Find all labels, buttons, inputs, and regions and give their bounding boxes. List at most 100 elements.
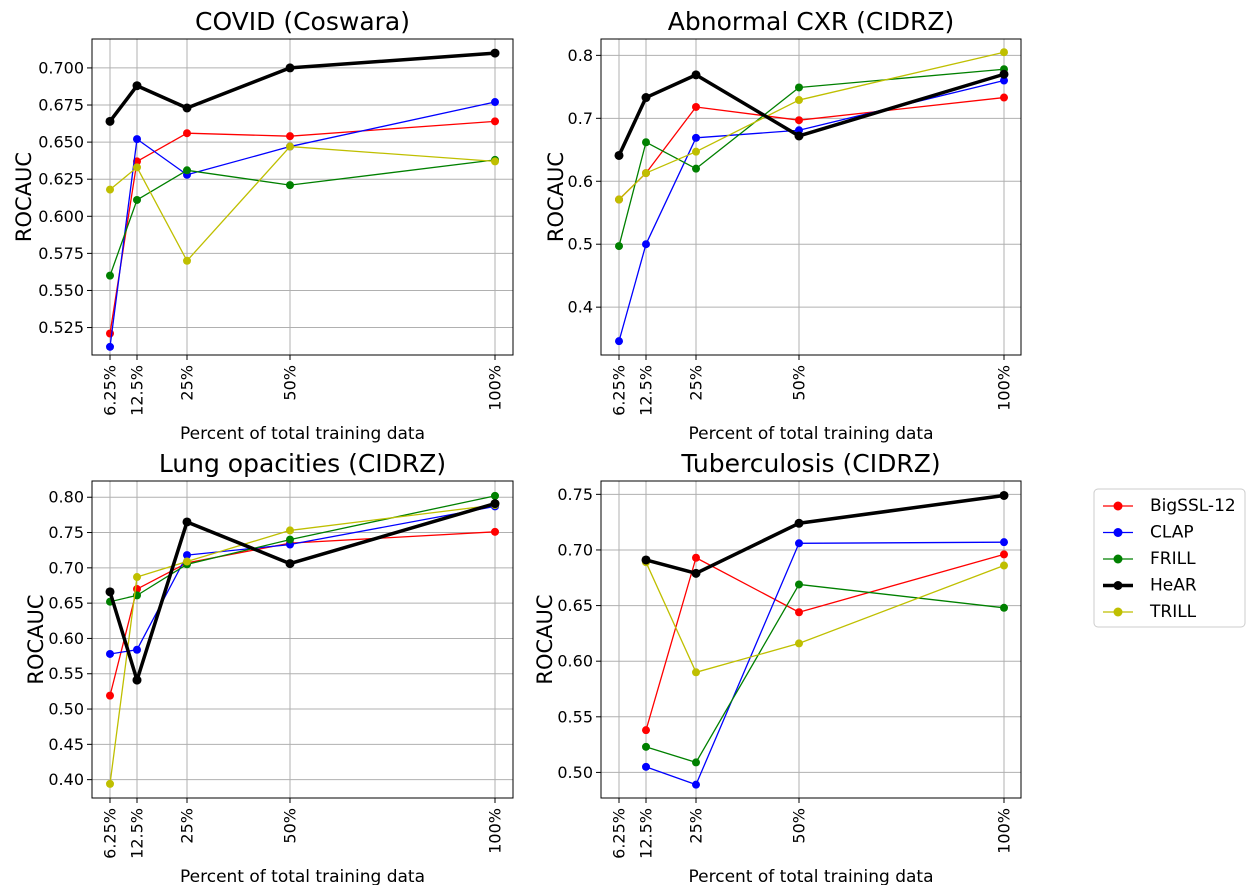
y-tick-label: 0.80 [48,488,84,507]
data-point [106,342,114,351]
data-point [692,780,700,789]
y-tick-label: 0.50 [557,763,593,782]
data-point [183,129,191,138]
data-point [794,131,804,141]
y-tick-label: 0.8 [568,46,593,65]
data-point [999,69,1009,79]
data-point [491,117,499,126]
chart-panel: 6.25% 12.5% 25% 50% 100% 0.4 0.5 0.6 0.7 0.8 Abnor… [544,7,1022,444]
legend-label: CLAP [1150,523,1194,543]
x-axis-label: Percent of total training data [689,424,934,444]
x-axis-label: Percent of total training data [689,867,934,885]
x-tick-label: 50% [281,808,300,844]
series-line [109,531,496,696]
x-tick-label: 25% [178,808,197,844]
series-trill [642,558,1008,677]
chart-panels: 6.25% 12.5% 25% 50% 100%0.5250.5500.5750.600… [12,7,1022,885]
data-point [133,645,141,654]
legend-swatch-marker [1113,501,1123,511]
data-point [183,166,191,175]
legend-item-frill: FRILL [1103,549,1196,569]
y-axis-label: ROCAUC [12,152,36,242]
data-point [614,150,624,160]
y-tick-label: 0.7 [568,109,593,128]
data-point [106,779,114,788]
y-axis-label: ROCAUC [533,594,557,684]
axes-frame [91,480,514,799]
data-point [795,83,803,92]
legend-item-hear: HeAR [1103,576,1197,596]
x-tick-label: 50% [281,365,300,401]
data-point [1000,538,1008,547]
y-tick-label: 0.525 [38,318,84,337]
x-tick-label: 100% [995,365,1014,411]
data-point [692,147,700,156]
data-point [183,256,191,265]
y-tick-label: 0.550 [38,281,84,300]
legend-frame [1093,488,1246,628]
data-point [285,559,295,569]
data-point [490,48,500,58]
legend-label: FRILL [1150,549,1196,569]
y-tick-label: 0.65 [48,594,84,613]
data-point [692,164,700,173]
y-tick-label: 0.70 [557,540,593,559]
data-point [692,758,700,767]
y-tick-label: 0.55 [557,707,593,726]
x-tick-label: 12.5% [637,808,656,859]
data-point [1000,48,1008,57]
y-tick-label: 0.675 [38,96,84,115]
y-tick-label: 0.75 [48,523,84,542]
x-tick-label: 6.25% [101,365,120,416]
data-point [286,535,294,544]
data-point [642,762,650,771]
series-clap [642,538,1008,789]
data-point [795,608,803,617]
x-tick-label: 50% [790,808,809,844]
legend: BigSSL-12 CLAP FRILL HeAR TRILL [1093,488,1246,628]
legend-label: BigSSL-12 [1150,496,1236,516]
series-line [645,541,1005,786]
legend-label: TRILL [1149,602,1197,622]
series-line [618,79,1005,342]
x-tick-label: 100% [486,808,505,854]
series-bigssl-12 [642,550,1008,735]
series-line [618,96,1005,200]
data-point [795,96,803,105]
y-tick-label: 0.70 [48,558,84,577]
series-frill [615,65,1008,251]
data-point [692,133,700,142]
data-point [133,163,141,172]
data-point [999,490,1009,500]
x-tick-label: 6.25% [610,808,629,859]
data-point [183,557,191,566]
y-axis-label: ROCAUC [544,152,568,242]
y-tick-label: 0.75 [557,485,593,504]
chart-title: Tuberculosis (CIDRZ) [680,449,940,478]
data-point [642,169,650,178]
y-tick-label: 0.625 [38,170,84,189]
series-hear [105,499,500,685]
series-trill [106,501,499,788]
data-point [491,491,499,500]
series-trill [615,48,1008,204]
y-axis-label: ROCAUC [24,594,48,684]
x-tick-label: 50% [790,365,809,401]
y-tick-label: 0.575 [38,244,84,263]
data-point [286,132,294,141]
chart-title: COVID (Coswara) [195,7,410,36]
y-tick-label: 0.4 [568,298,593,317]
data-point [692,102,700,111]
data-point [615,337,623,346]
data-point [132,81,142,91]
data-point [641,93,651,103]
data-point [691,568,701,578]
data-point [106,691,114,700]
data-point [1000,93,1008,102]
x-tick-label: 12.5% [637,365,656,416]
x-tick-label: 6.25% [101,808,120,859]
data-point [642,240,650,249]
chart-panel: 6.25% 12.5% 25% 50% 100% 0.525 0.550 0.575 0.600… [12,7,514,444]
data-point [105,587,115,597]
